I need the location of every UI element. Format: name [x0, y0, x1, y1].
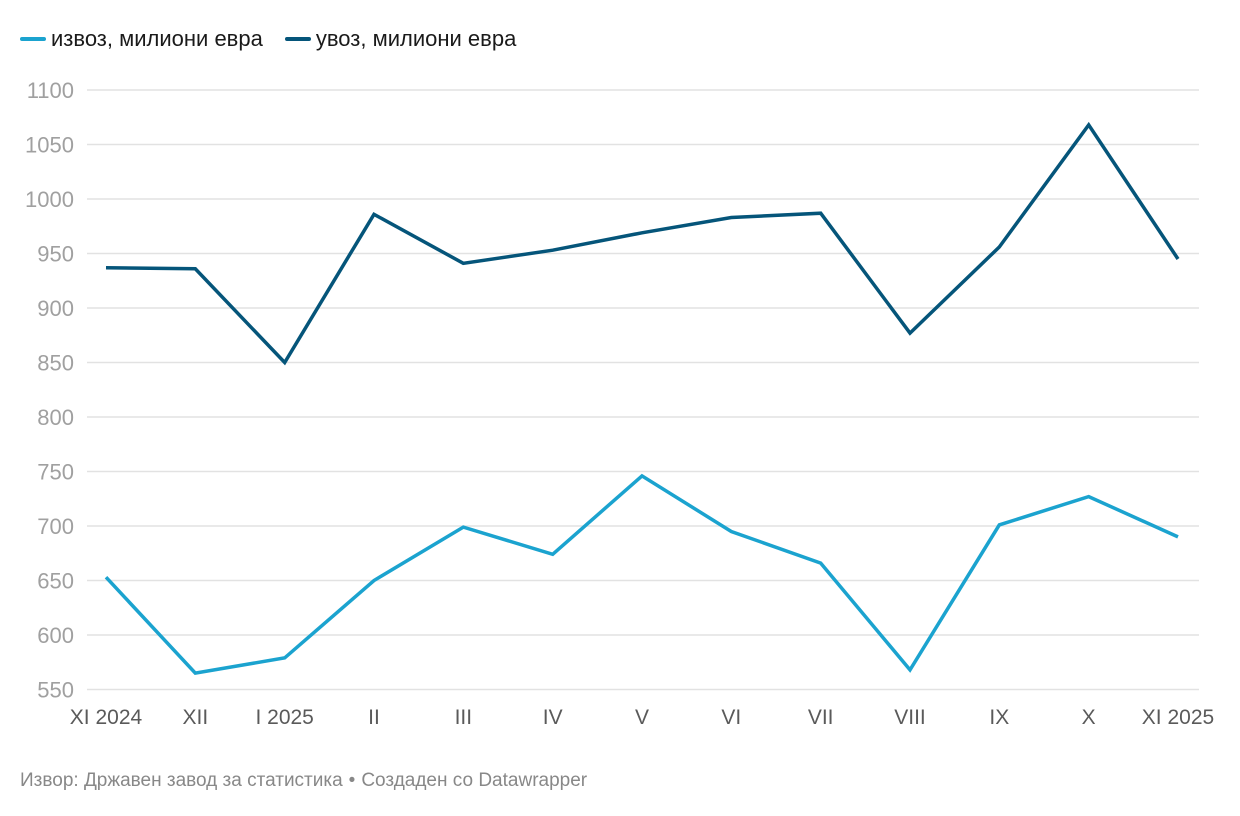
x-tick-label: IX — [989, 706, 1009, 729]
y-tick-label: 600 — [37, 623, 74, 648]
import-point-4[interactable] — [457, 257, 469, 269]
y-tick-label: 550 — [37, 678, 74, 703]
x-tick-label: XII — [182, 706, 208, 729]
export-point-11[interactable] — [1083, 491, 1095, 503]
export-point-1[interactable] — [189, 667, 201, 679]
x-tick-label: I 2025 — [255, 706, 313, 729]
series-line-import[interactable] — [105, 121, 1180, 366]
import-point-11[interactable] — [1083, 119, 1095, 131]
export-point-2[interactable] — [279, 652, 291, 664]
chart-legend: извоз, милиони евра увоз, милиони евра — [20, 26, 516, 52]
legend-item-export[interactable]: извоз, милиони евра — [20, 26, 263, 52]
export-point-10[interactable] — [993, 519, 1005, 531]
export-point-12[interactable] — [1172, 531, 1184, 543]
x-tick-label: VI — [721, 706, 741, 729]
credit-note[interactable]: Создаден со Datawrapper — [361, 770, 588, 791]
export-point-4[interactable] — [457, 521, 469, 533]
import-point-5[interactable] — [547, 244, 559, 256]
x-tick-label: VII — [808, 706, 834, 729]
legend-label-export: извоз, милиони евра — [51, 26, 263, 51]
export-point-9[interactable] — [904, 664, 916, 676]
x-axis: XI 2024 XII I 2025 II III IV V VI VII VIII IX X XI 2… — [70, 706, 1214, 729]
import-point-2[interactable] — [279, 357, 291, 369]
import-point-12[interactable] — [1172, 253, 1184, 265]
export-point-3[interactable] — [368, 575, 380, 587]
x-tick-label: II — [368, 706, 380, 729]
series-lines — [100, 119, 1184, 679]
import-point-6[interactable] — [636, 227, 648, 239]
export-point-7[interactable] — [725, 525, 737, 537]
y-tick-label: 700 — [37, 514, 74, 539]
x-tick-label: V — [635, 706, 649, 729]
export-point-6[interactable] — [636, 470, 648, 482]
grid-lines — [87, 89, 1199, 691]
export-point-5[interactable] — [547, 548, 559, 560]
import-point-1[interactable] — [189, 263, 201, 275]
source-note: Извор: Државен завод за статистика — [20, 770, 343, 791]
y-tick-label: 1050 — [25, 133, 74, 158]
y-tick-label: 1100 — [27, 78, 74, 103]
export-point-8[interactable] — [815, 557, 827, 569]
import-point-7[interactable] — [725, 212, 737, 224]
x-tick-label: XI 2024 — [70, 706, 143, 729]
y-axis: 550 600 650 700 750 800 850 900 950 1000 1050 1100 — [25, 78, 74, 703]
legend-item-import[interactable]: увоз, милиони евра — [284, 26, 517, 52]
x-tick-label: XI 2025 — [1142, 706, 1214, 729]
legend-swatch-import — [284, 37, 311, 41]
chart-footer: Извор: Државен завод за статистика • Созда… — [20, 770, 587, 792]
y-tick-label: 650 — [37, 569, 74, 594]
import-point-3[interactable] — [368, 208, 380, 220]
export-point-0[interactable] — [100, 571, 112, 583]
y-tick-label: 1000 — [25, 187, 74, 212]
y-tick-label: 950 — [37, 242, 74, 267]
legend-swatch-export — [20, 37, 46, 41]
legend-label-import: увоз, милиони евра — [315, 26, 517, 51]
x-tick-label: VIII — [894, 706, 926, 729]
x-tick-label: X — [1082, 706, 1096, 729]
y-tick-label: 750 — [37, 460, 74, 485]
y-tick-label: 800 — [37, 405, 74, 430]
x-tick-label: IV — [543, 706, 563, 729]
import-point-9[interactable] — [904, 327, 916, 339]
y-tick-label: 850 — [37, 351, 74, 376]
y-tick-label: 900 — [37, 296, 74, 321]
import-point-10[interactable] — [993, 241, 1005, 253]
x-tick-label: III — [455, 706, 473, 729]
series-line-export[interactable] — [104, 473, 1179, 675]
import-point-0[interactable] — [100, 262, 112, 274]
footer-separator: • — [348, 770, 356, 791]
import-point-8[interactable] — [815, 207, 827, 219]
